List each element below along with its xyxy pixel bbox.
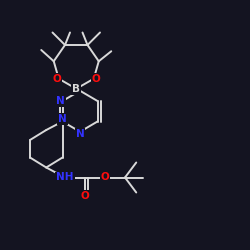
Text: O: O <box>92 74 100 84</box>
Text: NH: NH <box>56 172 74 182</box>
Text: N: N <box>58 114 67 124</box>
Text: N: N <box>76 129 84 139</box>
Text: O: O <box>100 172 110 182</box>
Text: B: B <box>72 84 80 94</box>
Text: O: O <box>52 74 61 84</box>
Text: N: N <box>56 96 65 106</box>
Text: O: O <box>80 191 90 201</box>
